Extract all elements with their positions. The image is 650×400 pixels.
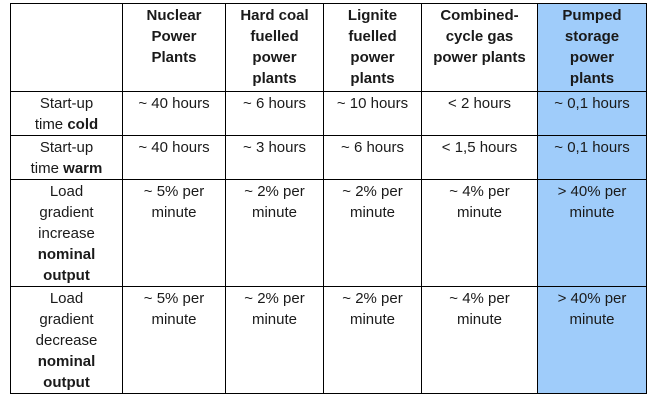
table-cell-highlighted: ~ 0,1 hours — [537, 91, 647, 136]
header-nuclear: Nuclear Power Plants — [122, 3, 226, 92]
table-cell: ~ 5% per minute — [122, 179, 226, 287]
table-row: Start-up time cold ~ 40 hours ~ 6 hours … — [10, 91, 647, 136]
comparison-table: Nuclear Power Plants Hard coal fuelled p… — [10, 3, 647, 394]
table-cell: ~ 2% per minute — [225, 286, 324, 394]
table-row: Load gradient decrease nominal output ~ … — [10, 286, 647, 394]
header-combined-cycle-gas: Combined- cycle gas power plants — [421, 3, 538, 92]
table-cell: ~ 4% per minute — [421, 286, 538, 394]
row-label-startup-warm: Start-up time warm — [10, 135, 123, 180]
table-row: Start-up time warm ~ 40 hours ~ 3 hours … — [10, 135, 647, 180]
table-cell: < 1,5 hours — [421, 135, 538, 180]
table-cell: ~ 40 hours — [122, 91, 226, 136]
table-cell: ~ 3 hours — [225, 135, 324, 180]
table-cell-highlighted: > 40% per minute — [537, 179, 647, 287]
table-cell: < 2 hours — [421, 91, 538, 136]
header-lignite: Lignite fuelled power plants — [323, 3, 422, 92]
header-pumped-storage: Pumped storage power plants — [537, 3, 647, 92]
header-hard-coal: Hard coal fuelled power plants — [225, 3, 324, 92]
table-cell: ~ 10 hours — [323, 91, 422, 136]
table-cell: ~ 6 hours — [323, 135, 422, 180]
header-row: Nuclear Power Plants Hard coal fuelled p… — [10, 3, 647, 92]
table-cell: ~ 6 hours — [225, 91, 324, 136]
header-corner-cell — [10, 3, 123, 92]
row-label-startup-cold: Start-up time cold — [10, 91, 123, 136]
table-cell-highlighted: ~ 0,1 hours — [537, 135, 647, 180]
table-cell: ~ 4% per minute — [421, 179, 538, 287]
table-cell-highlighted: > 40% per minute — [537, 286, 647, 394]
table-row: Load gradient increase nominal output ~ … — [10, 179, 647, 287]
row-label-load-gradient-increase: Load gradient increase nominal output — [10, 179, 123, 287]
table-cell: ~ 2% per minute — [323, 286, 422, 394]
table-cell: ~ 2% per minute — [323, 179, 422, 287]
table-cell: ~ 5% per minute — [122, 286, 226, 394]
table-cell: ~ 2% per minute — [225, 179, 324, 287]
row-label-load-gradient-decrease: Load gradient decrease nominal output — [10, 286, 123, 394]
table-cell: ~ 40 hours — [122, 135, 226, 180]
